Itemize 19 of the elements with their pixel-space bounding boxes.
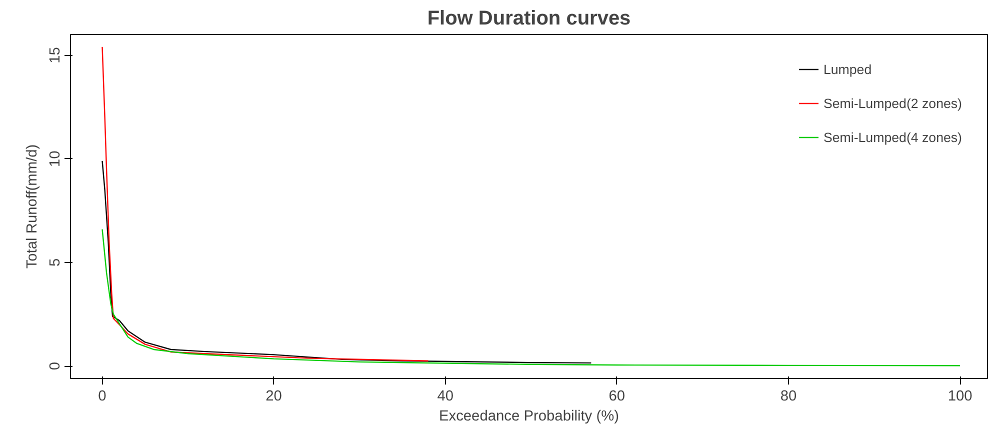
x-axis-title: Exceedance Probability (%) [438,408,620,424]
x-tick-label: 80 [780,388,797,404]
chart-title: Flow Duration curves [427,8,631,30]
legend-label: Semi-Lumped(2 zones) [823,96,962,110]
legend-label: Lumped [823,62,872,76]
x-tick-label: 20 [266,388,282,404]
x-tick-label: 60 [608,388,626,404]
y-tick-label: 0 [48,362,64,370]
line-series [102,160,592,364]
x-tick-label: 100 [948,388,972,404]
y-tick-label: 10 [48,150,64,167]
line-series [102,46,429,362]
x-tick-label: 0 [98,388,106,404]
legend-label: Semi-Lumped(4 zones) [823,130,962,144]
y-tick-label: 15 [48,47,64,64]
y-tick-label: 5 [48,258,64,267]
x-tick-label: 40 [437,388,454,404]
y-axis-title: Total Runoff(mm/d) [24,144,40,269]
line-series [102,228,961,366]
